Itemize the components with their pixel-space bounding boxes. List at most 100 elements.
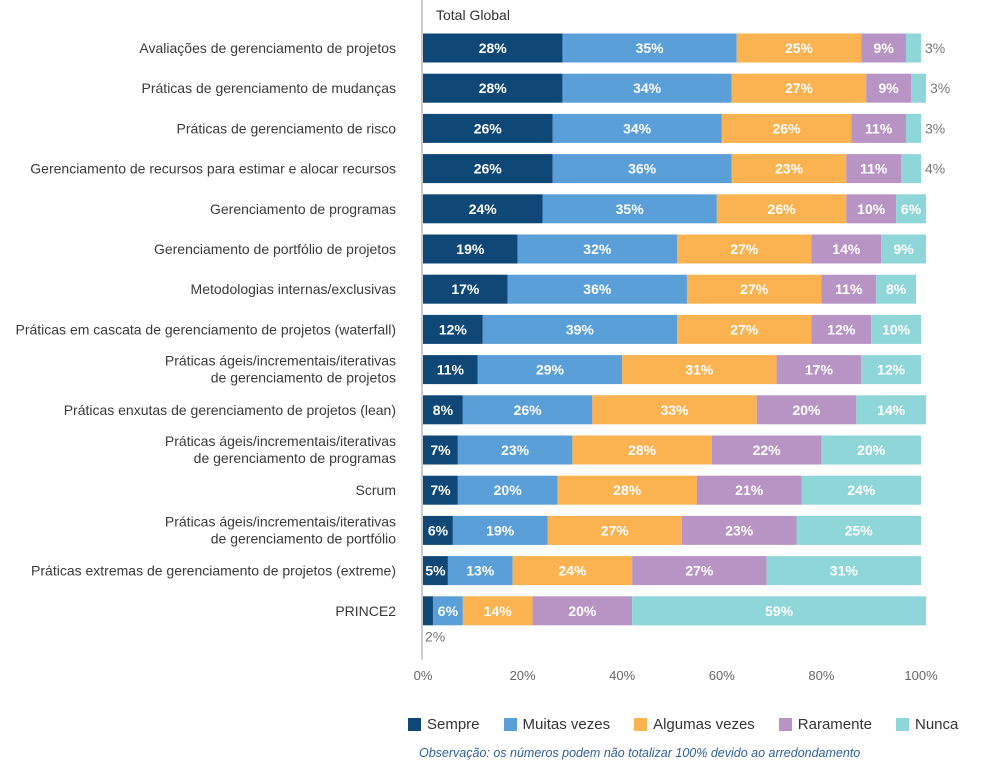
bar-segment bbox=[911, 73, 926, 103]
data-label: 6% bbox=[438, 603, 459, 619]
bar-segment bbox=[423, 395, 463, 425]
data-label: 22% bbox=[753, 442, 782, 458]
data-label: 35% bbox=[616, 201, 645, 217]
bar-segment bbox=[632, 556, 767, 586]
data-label: 36% bbox=[628, 161, 657, 177]
data-label: 19% bbox=[486, 522, 515, 538]
data-label: 11% bbox=[860, 161, 888, 177]
chart-title: Total Global bbox=[436, 7, 510, 23]
category-label: Práticas ágeis/incrementais/iterativas bbox=[165, 513, 396, 529]
bar-segment bbox=[901, 154, 921, 184]
bar-segment bbox=[846, 154, 902, 184]
data-label: 3% bbox=[925, 40, 945, 56]
bar-segment bbox=[896, 194, 926, 224]
bar-segment bbox=[423, 194, 543, 224]
data-label: 2% bbox=[425, 628, 445, 644]
data-label: 7% bbox=[430, 482, 451, 498]
bar-segment bbox=[423, 73, 563, 103]
data-label: 26% bbox=[514, 402, 543, 418]
bar-segment bbox=[432, 596, 463, 626]
data-label: 8% bbox=[886, 281, 907, 297]
legend-swatch-raramente bbox=[778, 718, 792, 731]
bar-segment bbox=[811, 314, 872, 344]
data-label: 6% bbox=[901, 201, 922, 217]
bar-segment bbox=[423, 515, 453, 545]
rounding-note: Observação: os números podem não totaliz… bbox=[419, 746, 861, 760]
category-label: Gerenciamento de portfólio de projetos bbox=[154, 241, 396, 257]
bar-segment bbox=[796, 515, 921, 545]
data-label: 11% bbox=[835, 281, 863, 297]
data-label: 23% bbox=[725, 522, 754, 538]
data-label: 34% bbox=[633, 80, 662, 96]
data-label: 3% bbox=[925, 120, 945, 136]
bar-segment bbox=[423, 113, 553, 143]
bar-segment bbox=[547, 515, 682, 545]
category-label: PRINCE2 bbox=[335, 603, 396, 619]
bar-segment bbox=[457, 475, 558, 505]
bar-segment bbox=[423, 556, 448, 586]
bar-segment bbox=[622, 355, 777, 385]
legend-item-algumas-vezes: Algumas vezes bbox=[634, 716, 755, 733]
bar-segment bbox=[866, 73, 912, 103]
data-label: 34% bbox=[623, 120, 652, 136]
bar-segment bbox=[462, 596, 533, 626]
data-label: 19% bbox=[456, 241, 485, 257]
bar-segment bbox=[457, 435, 573, 465]
category-label: Práticas de gerenciamento de risco bbox=[177, 120, 397, 136]
legend-swatch-sempre bbox=[408, 718, 421, 731]
data-label: 24% bbox=[469, 201, 498, 217]
bar-segment bbox=[447, 556, 513, 586]
bar-segment bbox=[756, 395, 857, 425]
bar-segment bbox=[861, 33, 907, 63]
category-label: Gerenciamento de recursos para estimar e… bbox=[30, 161, 396, 177]
data-label: 17% bbox=[805, 362, 834, 378]
bar-segment bbox=[861, 355, 921, 385]
category-label: Práticas enxutas de gerenciamento de pro… bbox=[64, 402, 396, 418]
bar-segment bbox=[423, 355, 478, 385]
legend-label-nunca: Nunca bbox=[915, 716, 959, 733]
category-label: de gerenciamento de programas bbox=[194, 450, 396, 466]
data-label: 8% bbox=[433, 402, 454, 418]
bar-segment bbox=[736, 33, 862, 63]
category-label: Práticas ágeis/incrementais/iterativas bbox=[165, 433, 396, 449]
data-label: 35% bbox=[636, 40, 665, 56]
category-label: Práticas ágeis/incrementais/iterativas bbox=[165, 353, 396, 369]
data-label: 12% bbox=[827, 321, 856, 337]
data-label: 25% bbox=[845, 522, 874, 538]
data-label: 11% bbox=[437, 362, 465, 378]
data-label: 26% bbox=[773, 120, 802, 136]
data-label: 26% bbox=[768, 201, 797, 217]
bar-segment bbox=[711, 435, 822, 465]
legend-label-sempre: Sempre bbox=[427, 716, 480, 733]
bar-segment bbox=[686, 274, 822, 304]
data-label: 10% bbox=[857, 201, 886, 217]
data-label: 27% bbox=[740, 281, 769, 297]
bar-segment bbox=[731, 154, 847, 184]
bar-segment bbox=[632, 596, 926, 626]
data-label: 59% bbox=[765, 603, 794, 619]
bar-segment bbox=[423, 274, 508, 304]
legend-item-raramente: Raramente bbox=[778, 716, 872, 733]
bar-segment bbox=[676, 314, 812, 344]
category-label: Scrum bbox=[356, 482, 396, 498]
bar-segment bbox=[766, 556, 921, 586]
legend-item-sempre: Sempre bbox=[408, 716, 480, 733]
bar-segment bbox=[507, 274, 687, 304]
data-label: 23% bbox=[501, 442, 530, 458]
bar-segment bbox=[462, 395, 593, 425]
data-label: 28% bbox=[479, 80, 508, 96]
data-label: 28% bbox=[613, 482, 642, 498]
bar-segment bbox=[423, 314, 483, 344]
data-label: 14% bbox=[484, 603, 513, 619]
bar-segment bbox=[871, 314, 921, 344]
bar-segment bbox=[423, 475, 458, 505]
x-tick-label: 0% bbox=[414, 668, 433, 683]
bar-segment bbox=[482, 314, 677, 344]
data-label: 25% bbox=[785, 40, 814, 56]
data-label: 26% bbox=[474, 120, 503, 136]
legend-label-muitas-vezes: Muitas vezes bbox=[522, 716, 611, 733]
x-tick-label: 20% bbox=[510, 668, 536, 683]
bar-segment bbox=[562, 73, 732, 103]
legend-item-nunca: Nunca bbox=[896, 716, 958, 733]
x-tick-label: 40% bbox=[609, 668, 635, 683]
